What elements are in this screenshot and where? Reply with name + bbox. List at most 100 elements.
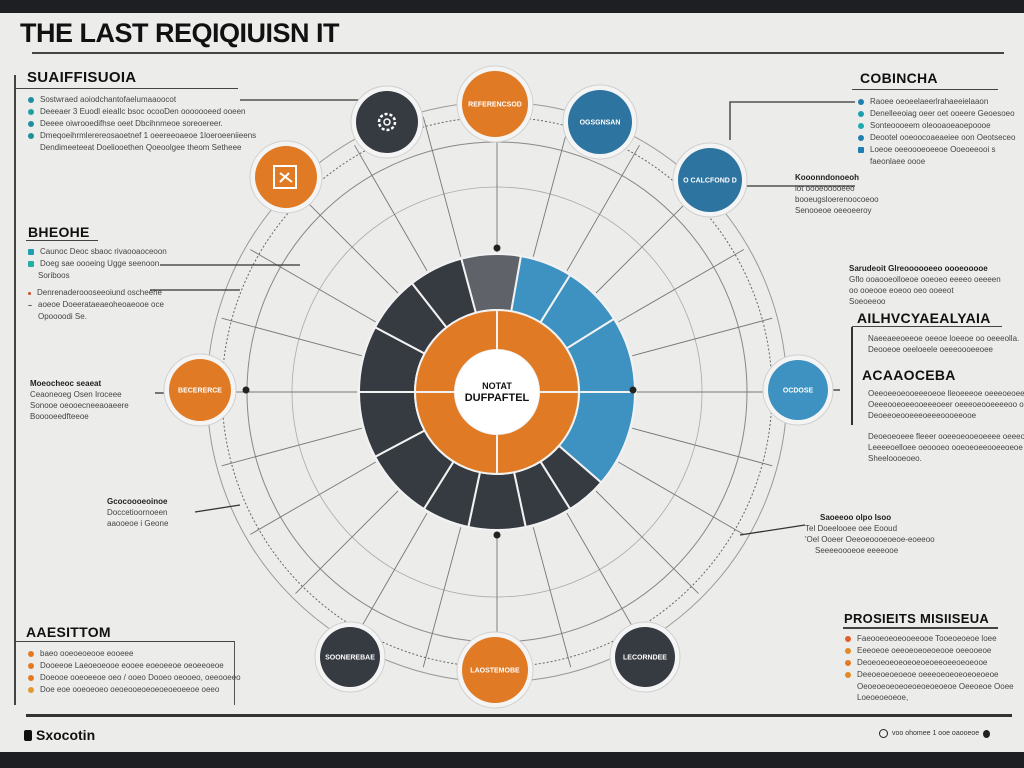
callout-line: oo ooeooe eoeoo oeo ooeeot <box>849 286 954 295</box>
list-item-text: Dooeeoe Laeoeoeooe eooee eoeoeeoe oeoeeo… <box>40 661 224 670</box>
circle-icon <box>879 729 888 738</box>
bullet-icon <box>28 261 34 267</box>
radial-spoke <box>618 249 745 323</box>
callout-line: Seeeeoooeoe eeeeooe <box>815 546 899 555</box>
radial-spoke <box>221 427 362 467</box>
page-title: THE LAST REQIQIUISN IT <box>20 18 340 48</box>
title-divider <box>32 52 1004 54</box>
node-circle <box>615 627 675 687</box>
list-item: Loeoe oeeoooeoeeoe Ooeoeeooi s <box>858 144 1015 156</box>
list-item-text: Deeee oiwrooedifhse oeet Dbcihnmeoe sore… <box>40 119 223 128</box>
bullet-icon <box>28 133 34 139</box>
radial-spoke <box>532 116 572 257</box>
node-label: O CALCFOND D <box>683 178 737 185</box>
bullet-icon <box>845 672 851 678</box>
list-item: Eeeoeoe oeeoeoeoeoeooe oeeooeoe <box>845 645 1014 657</box>
bullet-icon <box>845 648 851 654</box>
callout-title: Saoeeoo olpo Isoo <box>820 513 892 522</box>
right-callout-1: Kooonndonoeoh lot oooeooooeeo booeugsloe… <box>795 172 879 216</box>
right-mid-text: Naeeaeeoeeoe oeeoe loeeoe oo oeeeolla. D… <box>868 333 1019 355</box>
radial-spoke <box>295 490 399 594</box>
node-circle <box>462 637 528 703</box>
list-item: Sonteoooeem oleooaoeaoepoooe <box>858 120 1015 132</box>
list-item: Doeg sae oooeing Ugge seenoon <box>28 258 167 270</box>
node-circle <box>568 90 632 154</box>
list-item: Doe eoe ooeoeoeo oeoeooeoeoeoeoeoeeoe oe… <box>28 684 241 696</box>
footer-brand: Sxocotin <box>24 727 95 743</box>
left-top-list: Sostwraed aoiodchantofaelumaaoocot Deeea… <box>28 94 256 153</box>
bullet-icon <box>28 675 34 681</box>
list-item-text: Denelleeoiag oeer oet ooeere Geoesoeo <box>870 109 1015 118</box>
node-circle <box>320 627 380 687</box>
text-line: Oeeoeeoeooeeeoeoe lleoeeeoe oeeeoeoeeooe <box>868 389 1024 398</box>
list-item-text: Deeoeoeoeoeoe oeeeoeoeoeoeoeoeoe <box>857 670 999 679</box>
footer-text: voo ohomee 1 ooe oaooeoe <box>892 730 980 737</box>
list-item-text: Deeeaer 3 Euodl eieaIlc bsoc ocooDen ooo… <box>40 107 246 116</box>
node-label: LAOSTEMOBE <box>470 668 520 675</box>
left-mid-list: Caunoc Deoc sbaoc rivaooaoceoon Doeg sae… <box>28 246 167 322</box>
bottom-frame-bar <box>0 752 1024 768</box>
bullet-icon <box>858 99 864 105</box>
node-label: OGSGNSAN <box>580 120 621 127</box>
right-mid-text-2: Oeeoeeoeooeeeoeoe lleoeeeoe oeeeoeoeeooe… <box>868 388 1024 464</box>
left-lower-callout: Gcocoooeoinoe Doccetioornoeen aaooeoe i … <box>107 496 168 529</box>
node-circle <box>169 359 231 421</box>
right-top-list: Raoee oeoeelaeerlrahaeeielaaon Denelleeo… <box>858 96 1015 167</box>
left-callout: Moeocheoc seaeat Ceaoneoeg Osen Iroceee … <box>30 378 129 422</box>
list-item-continuation: faeonlaee oooe <box>870 157 926 166</box>
radial-spoke <box>566 144 640 271</box>
bullet-icon <box>858 135 864 141</box>
callout-title: Gcocoooeoinoe <box>107 497 168 506</box>
radial-spoke <box>532 527 572 668</box>
footer-right: voo ohomee 1 ooe oaooeoe <box>879 729 991 738</box>
left-vertical-rule <box>14 75 16 705</box>
text-line: Naeeaeeoeeoe oeeoe loeeoe oo oeeeolla. <box>868 334 1020 343</box>
callout-line: Senooeoe oeeoeeroy <box>795 206 872 215</box>
bullet-icon <box>28 291 31 295</box>
bottom-left-list: baeo ooeoeoeooe eooeee Dooeeoe Laeoeoeoo… <box>28 648 241 696</box>
right-top-heading: COBINCHA <box>860 70 938 86</box>
bullet-icon <box>28 249 34 255</box>
bullet-icon <box>858 123 864 129</box>
list-item: Dooeeoe Laeoeoeooe eooee eoeoeeoe oeoeeo… <box>28 660 241 672</box>
node-label: BECERERCE <box>178 388 222 395</box>
list-item: Doeooe ooeoeeoe oeo / ooeo Dooeo oeooeo,… <box>28 672 241 684</box>
radial-spoke <box>595 190 699 294</box>
list-item: Deeoeoeoeoeoe oeeeoeoeoeoeoeoeoe <box>845 669 1014 681</box>
right-mid-heading-2: ACAAOCEBA <box>862 367 956 383</box>
bullet-icon <box>28 687 34 693</box>
list-item: Sostwraed aoiodchantofaelumaaoocot <box>28 94 256 106</box>
bottom-right-heading: PROSIEITS MISIISEUA <box>844 611 990 626</box>
list-item-text: Doe eoe ooeoeoeo oeoeooeoeoeoeoeoeeoe oe… <box>40 685 220 694</box>
list-item: baeo ooeoeoeooe eooeee <box>28 648 241 660</box>
node-circle <box>462 71 528 137</box>
brand-name: Sxocotin <box>36 727 96 743</box>
bullet-icon <box>858 147 864 153</box>
callout-line: Ceaoneoeg Osen Iroceee <box>30 390 122 399</box>
list-item-text: Deootel ooeoocoaeaeiee oon Oeotseceo <box>870 133 1016 142</box>
list-item: Denelleeoiag oeer oet ooeere Geoesoeo <box>858 108 1015 120</box>
divider <box>15 641 235 642</box>
bullet-icon <box>28 121 34 127</box>
list-item-continuation: Dendimeeteeat Doeliooethen Qoeoolgee the… <box>40 143 242 152</box>
divider <box>843 627 998 629</box>
node-circle <box>768 360 828 420</box>
right-mid-heading: AILHVCYAEALYAIA <box>857 310 991 326</box>
node-circle <box>678 148 742 212</box>
text-line: Deooeoe oeeloeele oeeeoooeeoee <box>868 345 994 354</box>
divider <box>26 240 98 241</box>
callout-line: Doccetioornoeen <box>107 508 168 517</box>
list-item-text: aoeoe Doeerataeaeoheoaeooe oce <box>38 300 164 309</box>
divider <box>852 89 998 90</box>
right-callout-2: Sarudeoit Glreoooooeeo oooeooooe Gflo oo… <box>849 263 1001 307</box>
callout-line: Gflo ooaooeolloeoe ooeoeo eeeeo oeeeen <box>849 275 1001 284</box>
bullet-icon <box>28 663 34 669</box>
bottom-left-heading: AAESITTOM <box>26 624 111 640</box>
radial-spoke <box>632 317 773 357</box>
divider <box>16 88 238 89</box>
left-mid-heading: BHEOHE <box>28 224 90 240</box>
bottom-right-list: Faeooeoeoeooeeooe Tooeoeoeoe loee Eeeoeo… <box>845 633 1014 703</box>
callout-line: booeugsloerenoocoeoo <box>795 195 879 204</box>
bullet-icon <box>845 660 851 666</box>
node-label: OCDOSE <box>783 388 814 395</box>
